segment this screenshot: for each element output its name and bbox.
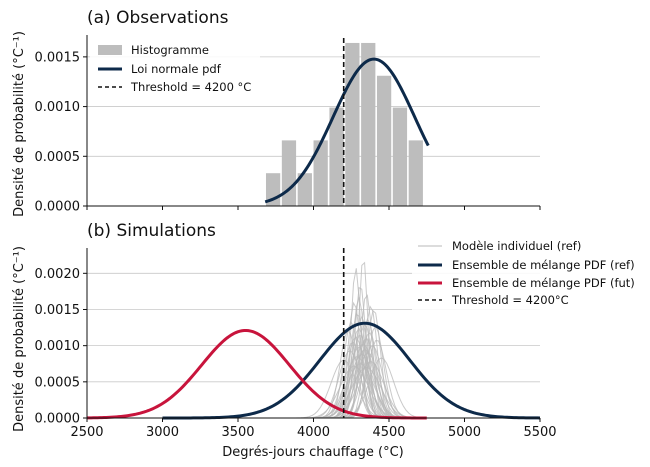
panel-b-xlabel: Degrés-jours chauffage (°C) <box>222 445 403 460</box>
panel-a-ytick-label: 0.0010 <box>35 100 81 115</box>
panel-b-xtick-label: 4000 <box>297 425 330 440</box>
panel-a-histogram <box>265 42 423 206</box>
legend-threshold-label: Threshold = 4200 °C <box>130 80 251 94</box>
histogram-bar <box>345 42 360 206</box>
panel-a-ylabel: Densité de probabilité (°C⁻¹) <box>12 31 27 217</box>
panel-a-title: (a) Observations <box>87 8 229 28</box>
legend-individual-label: Modèle individuel (ref) <box>452 239 581 253</box>
legend-ref-label: Ensemble de mélange PDF (ref) <box>452 258 635 272</box>
histogram-bar <box>281 140 297 206</box>
panel-b-xtick-label: 3000 <box>146 425 179 440</box>
panel-b-ylabel: Densité de probabilité (°C⁻¹) <box>12 246 27 432</box>
panel-a-ticks: 0.0000 0.0005 0.0010 0.0015 <box>35 50 541 215</box>
legend-fut-label: Ensemble de mélange PDF (fut) <box>452 276 635 290</box>
histogram-bar <box>361 42 376 206</box>
panel-b-legend: Modèle individuel (ref) Ensemble de méla… <box>412 236 635 312</box>
panel-b-xtick-label: 2500 <box>70 425 103 440</box>
ensemble-fut-line <box>86 328 427 420</box>
panel-b-simulations: 0.0000 0.0005 0.0010 0.0015 0.0020 2500 3000 35… <box>12 221 635 460</box>
panel-a-ytick-label: 0.0000 <box>35 200 81 215</box>
panel-b-xtick-label: 5500 <box>523 425 556 440</box>
panel-b-xtick-label: 3500 <box>221 425 254 440</box>
panel-a-lines <box>264 38 430 206</box>
normal-pdf-line <box>264 57 430 204</box>
legend-histogram-swatch <box>98 45 122 55</box>
panel-a-legend: Histogramme Loi normale pdf Threshold = … <box>90 40 260 98</box>
legend-threshold-b-label: Threshold = 4200°C <box>451 293 569 307</box>
panel-b-xtick-label: 5000 <box>448 425 481 440</box>
histogram-bar <box>392 107 408 206</box>
panel-b-lines <box>86 248 541 420</box>
panel-b-xtick-label: 4500 <box>372 425 405 440</box>
panel-b-ytick-label: 0.0020 <box>35 267 81 282</box>
ensemble-ref-line <box>162 321 541 420</box>
histogram-bar <box>313 140 328 206</box>
legend-normal-label: Loi normale pdf <box>131 62 222 76</box>
panel-b-title: (b) Simulations <box>87 221 216 241</box>
histogram-bar <box>297 173 312 206</box>
panel-b-ytick-label: 0.0015 <box>35 303 81 318</box>
panel-b-ytick-label: 0.0010 <box>35 339 81 354</box>
histogram-bar <box>376 75 392 206</box>
panel-a-observations: 0.0000 0.0005 0.0010 0.0015 (a) Observation… <box>12 8 541 217</box>
histogram-bar <box>329 107 344 206</box>
panel-b-ticks: 0.0000 0.0005 0.0010 0.0015 0.0020 2500 3000 35… <box>35 267 557 440</box>
legend-histogram-label: Histogramme <box>131 43 209 57</box>
histogram-bar <box>408 140 423 206</box>
panel-b-ytick-label: 0.0005 <box>35 375 81 390</box>
panel-a-ytick-label: 0.0005 <box>35 150 81 165</box>
panel-b-ytick-label: 0.0000 <box>35 412 81 427</box>
panel-a-ytick-label: 0.0015 <box>35 50 81 65</box>
